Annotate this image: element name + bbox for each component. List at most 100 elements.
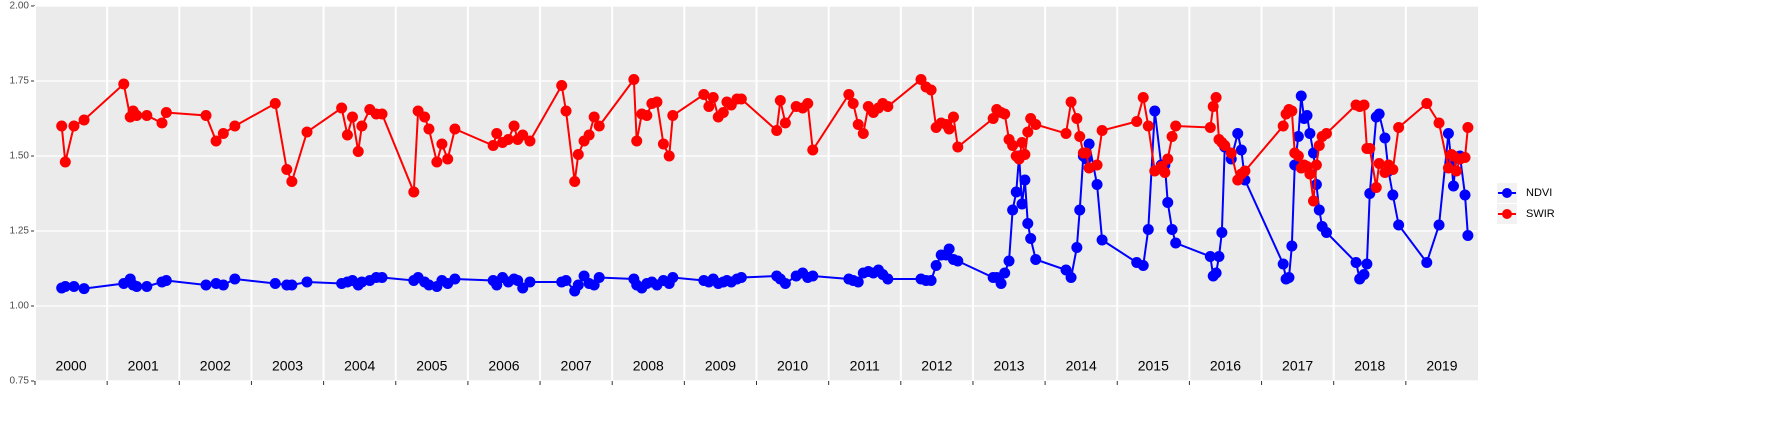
point: [1307, 195, 1319, 207]
point: [1166, 224, 1178, 235]
point: [376, 272, 388, 283]
point: [1131, 116, 1143, 127]
point: [301, 276, 313, 288]
point: [1019, 174, 1031, 186]
point: [1320, 128, 1332, 139]
point: [356, 120, 368, 132]
point: [943, 243, 955, 255]
point: [999, 108, 1011, 120]
point: [1083, 138, 1095, 150]
point: [1232, 128, 1244, 139]
point: [286, 176, 298, 187]
point: [1292, 150, 1304, 162]
point: [517, 129, 529, 141]
x-tick-label: 2005: [416, 358, 447, 374]
point: [68, 281, 80, 292]
point: [657, 138, 669, 150]
point: [78, 114, 90, 126]
x-tick-label: 2018: [1354, 358, 1385, 374]
point: [160, 107, 172, 118]
point: [442, 153, 454, 165]
point: [999, 267, 1011, 279]
point: [663, 150, 675, 162]
point: [1091, 179, 1103, 190]
x-tick-label: 2011: [850, 358, 880, 374]
point: [1216, 227, 1228, 238]
point: [667, 272, 679, 283]
point: [1074, 204, 1086, 216]
x-tick-label: 2012: [921, 358, 952, 374]
point: [449, 273, 461, 285]
point: [1060, 128, 1072, 139]
point: [524, 276, 536, 288]
point: [1207, 101, 1219, 112]
point: [852, 276, 864, 288]
point: [502, 134, 514, 145]
point: [210, 135, 222, 147]
point: [1304, 128, 1316, 139]
point: [583, 129, 595, 141]
point: [1442, 128, 1454, 139]
point: [408, 186, 420, 198]
point: [141, 281, 153, 292]
point: [698, 89, 710, 100]
legend-label: NDVI: [1526, 187, 1552, 199]
point: [1219, 140, 1231, 151]
point: [779, 278, 791, 289]
x-tick-label: 2001: [128, 358, 159, 374]
point: [56, 120, 68, 132]
point: [995, 278, 1007, 289]
point: [651, 96, 663, 108]
point: [78, 283, 90, 295]
point: [707, 92, 719, 103]
point: [1277, 258, 1289, 270]
point: [1433, 117, 1445, 129]
point: [423, 123, 435, 135]
point: [131, 281, 143, 292]
point: [118, 78, 130, 90]
y-tick-label: 2.00: [10, 1, 30, 12]
point: [1310, 159, 1322, 171]
point: [1142, 120, 1154, 132]
point: [1162, 153, 1174, 165]
point: [560, 105, 572, 117]
point: [341, 129, 353, 141]
point: [352, 146, 364, 157]
x-tick-label: 2003: [272, 358, 303, 374]
point: [1003, 255, 1015, 267]
legend-point: [1502, 209, 1512, 219]
point: [1358, 99, 1370, 111]
point: [1450, 165, 1462, 177]
point: [802, 98, 814, 109]
point: [281, 164, 293, 175]
point: [952, 255, 964, 267]
point: [449, 123, 461, 135]
point: [217, 128, 229, 139]
point: [882, 273, 894, 285]
point: [376, 108, 388, 120]
point: [1358, 269, 1370, 280]
point: [59, 281, 71, 292]
point: [1459, 189, 1471, 201]
point: [774, 95, 786, 106]
point: [1065, 96, 1077, 108]
point: [1286, 105, 1298, 117]
point: [524, 135, 536, 147]
point: [160, 275, 172, 286]
point: [1462, 122, 1474, 133]
point: [286, 279, 298, 291]
point: [843, 89, 855, 100]
point: [588, 111, 600, 123]
point: [987, 113, 999, 124]
x-tick-label: 2007: [561, 358, 592, 374]
point: [508, 120, 520, 132]
point: [572, 279, 584, 291]
point: [593, 120, 605, 132]
point: [1170, 120, 1182, 132]
point: [269, 278, 281, 289]
point: [1364, 143, 1376, 154]
point: [857, 128, 869, 139]
x-tick-label: 2017: [1282, 358, 1313, 374]
point: [1137, 260, 1149, 271]
